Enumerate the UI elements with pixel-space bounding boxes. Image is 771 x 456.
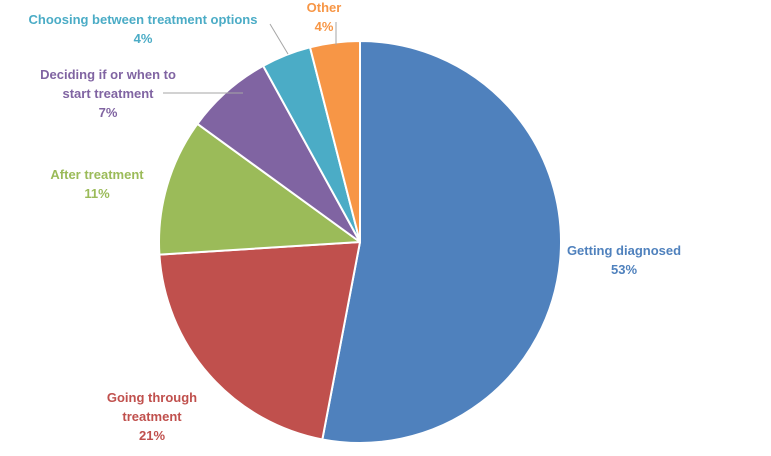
slice-percent: 11%	[84, 186, 110, 201]
slice-percent: 4%	[134, 31, 153, 46]
slice-label-4: Choosing between treatment options 4%	[29, 12, 258, 46]
slice-percent: 7%	[99, 105, 118, 120]
slice-label-line: start treatment	[62, 86, 154, 101]
slice-label-5: Other 4%	[307, 0, 342, 34]
slice-label-1: Going through treatment 21%	[107, 390, 197, 443]
leader-line-4	[269, 23, 289, 55]
slice-label-line: Getting diagnosed	[567, 243, 681, 258]
slice-label-line: Going through	[107, 390, 197, 405]
pie-slice-5	[309, 40, 361, 243]
slice-label-line: Choosing between treatment options	[29, 12, 258, 27]
pie-slice-0	[321, 40, 562, 444]
slice-label-line: Other	[307, 0, 342, 15]
slice-label-line: After treatment	[50, 167, 144, 182]
slice-label-line: treatment	[122, 409, 182, 424]
slice-label-2: After treatment 11%	[50, 167, 144, 201]
slice-percent: 4%	[315, 19, 334, 34]
slice-percent: 53%	[611, 262, 637, 277]
slice-label-line: Deciding if or when to	[40, 67, 176, 82]
pie-slices	[158, 40, 562, 444]
pie-slice-2	[158, 122, 361, 256]
slice-label-0: Getting diagnosed 53%	[567, 243, 681, 277]
slice-label-3: Deciding if or when to start treatment 7%	[40, 67, 176, 120]
pie-slice-1	[158, 241, 361, 441]
slice-percent: 21%	[139, 428, 165, 443]
